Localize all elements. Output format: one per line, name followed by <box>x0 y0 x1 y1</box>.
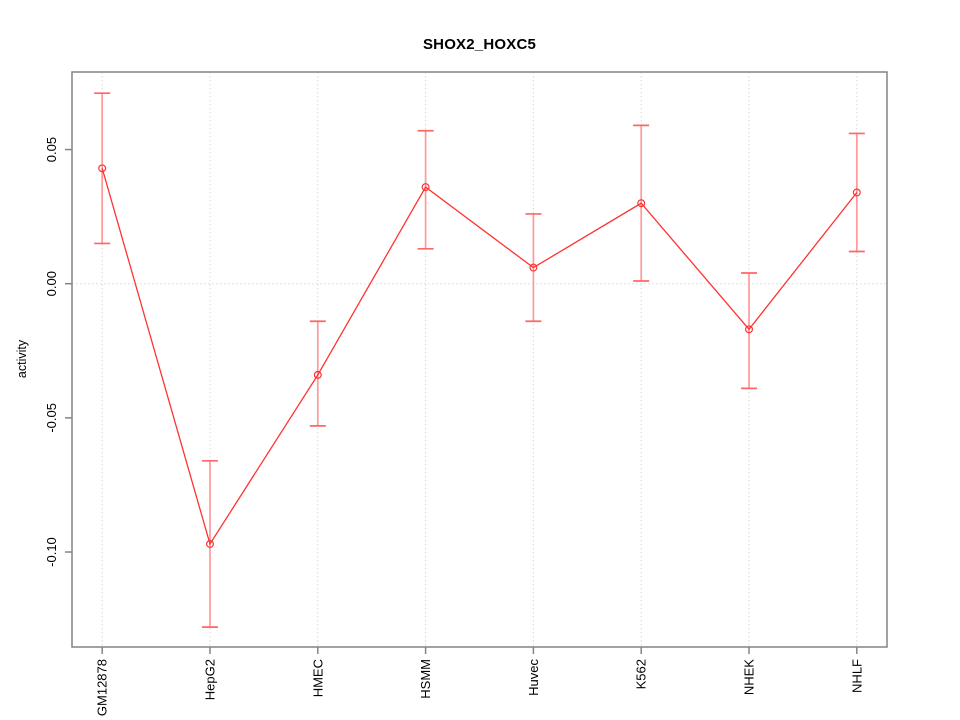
x-tick-label: Huvec <box>526 659 541 696</box>
x-tick-label: HSMM <box>418 659 433 699</box>
data-point <box>852 188 861 197</box>
chart-title: SHOX2_HOXC5 <box>422 36 537 53</box>
data-point <box>529 263 538 272</box>
plot-border <box>71 71 888 648</box>
series-line <box>101 168 858 546</box>
data-point <box>421 183 430 192</box>
x-tick-label: GM12878 <box>95 659 110 716</box>
x-tick-label: HMEC <box>310 659 325 697</box>
x-tick-label: NHLF <box>849 659 864 693</box>
y-tick-label: -0.05 <box>44 403 59 433</box>
data-point <box>637 199 646 208</box>
y-tick-label: 0.00 <box>44 271 59 296</box>
x-tick-label: HepG2 <box>202 659 217 700</box>
y-tick-label: 0.05 <box>44 137 59 162</box>
x-tick-label: NHEK <box>742 659 757 695</box>
data-point <box>98 164 107 173</box>
data-point <box>313 370 322 379</box>
x-tick-label: K562 <box>634 659 649 689</box>
data-point <box>745 325 754 334</box>
data-point <box>205 539 214 548</box>
y-tick-label: -0.10 <box>44 537 59 567</box>
